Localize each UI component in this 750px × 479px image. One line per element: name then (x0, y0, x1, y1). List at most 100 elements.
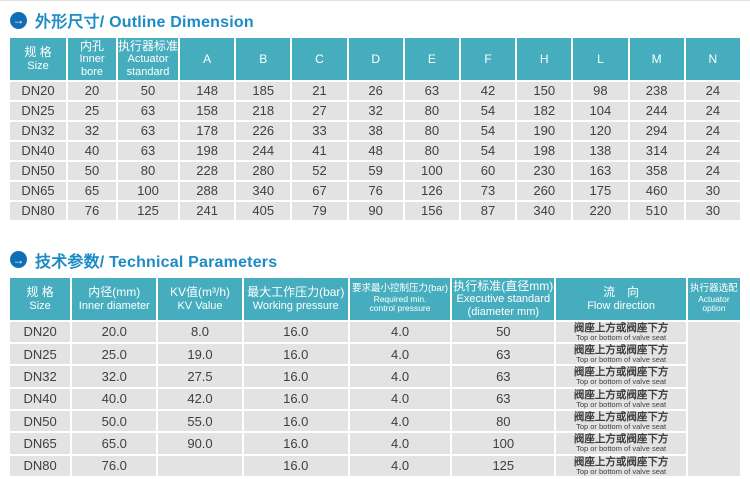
outline-table-cell: 80 (118, 161, 178, 180)
outline-table-cell: 226 (236, 121, 291, 140)
header-line-en: standard (126, 66, 170, 79)
outline-table-cell: 63 (118, 101, 178, 120)
tech-table-cell: DN50 (10, 410, 71, 432)
outline-table-cell: 230 (517, 161, 572, 180)
header-line-zh: 内径(mm) (88, 285, 141, 300)
column-header-letter: B (236, 38, 291, 80)
tech-table-cell: 4.0 (349, 455, 451, 476)
tech-table-cell: 4.0 (349, 433, 451, 454)
header-line-zh: 执行标准(直径mm) (453, 278, 554, 293)
outline-table-cell: 460 (629, 181, 684, 200)
outline-table-cell: 126 (404, 181, 459, 200)
tech-table-cell: 65.0 (72, 433, 157, 454)
column-header: 执行标准(直径mm) Executive standard (diameter mm… (452, 277, 555, 320)
column-header-letter: F (460, 38, 516, 80)
outline-table-cell: DN65 (10, 181, 66, 200)
outline-table-cell: 32 (348, 101, 403, 120)
tech-table-cell: 16.0 (243, 321, 348, 342)
outline-table-row: DN50 50 80 228 280 52 59 100 60 230 163 358 24 (10, 161, 740, 180)
header-line-en: Inner bore (79, 53, 105, 79)
flow-direction-en: Top or bottom of valve seat (576, 355, 667, 365)
outline-table-cell: 41 (292, 141, 347, 160)
outline-table-cell: 50 (68, 161, 116, 180)
outline-table-cell: 67 (292, 181, 347, 200)
tech-table-cell: 63 (452, 366, 555, 387)
tech-table-cell: 50.0 (72, 410, 157, 432)
header-line-en: (diameter mm) (467, 305, 540, 318)
tech-table-cell: 4.0 (349, 366, 451, 387)
outline-table-cell: 30 (685, 181, 740, 200)
outline-table-cell: 38 (348, 121, 403, 140)
tech-table-cell: 90.0 (158, 433, 242, 454)
outline-table-cell: 125 (118, 201, 178, 220)
outline-table-cell: 182 (517, 101, 572, 120)
header-line-zh: 要求最小控制压力(bar) (351, 282, 449, 294)
flow-direction-zh: 阀座上方或阀座下方 (573, 343, 669, 356)
outline-table-cell: 30 (685, 201, 740, 220)
outline-table-cell: 79 (292, 201, 347, 220)
header-line-en: Actuator (127, 53, 169, 66)
outline-table-cell: 148 (180, 81, 235, 100)
outline-table-cell: 87 (460, 201, 516, 220)
tech-table-cell: 63 (452, 343, 555, 365)
column-header-letter: E (404, 38, 459, 80)
outline-table-cell: 24 (685, 101, 740, 120)
outline-table-cell: 63 (404, 81, 459, 100)
outline-table-cell: 340 (517, 201, 572, 220)
outline-table-cell: 158 (180, 101, 235, 120)
tech-table-cell: DN40 (10, 388, 71, 409)
outline-table-cell: 178 (180, 121, 235, 140)
column-header: 内孔 Inner bore (68, 38, 116, 80)
outline-table-cell: 24 (685, 81, 740, 100)
tech-table-cell: 16.0 (243, 343, 348, 365)
tech-table-cell: 63 (452, 388, 555, 409)
column-header: 规 格 Size (10, 38, 66, 80)
tech-table-row: DN50 50.0 55.0 16.0 4.0 80 阀座上方或阀座下方 Top or bot… (10, 410, 740, 432)
header-line-zh: 最大工作压力(bar) (247, 285, 345, 300)
tech-table-cell (158, 455, 242, 476)
technical-parameters-table: 规 格 Size 内径(mm) Inner diameter KV值(m³/h) KV V… (8, 275, 742, 478)
outline-table-cell: 120 (573, 121, 628, 140)
flow-direction-en: Top or bottom of valve seat (576, 377, 667, 387)
tech-table-cell: 32.0 (72, 366, 157, 387)
outline-table-cell: 63 (118, 121, 178, 140)
flow-direction-en: Top or bottom of valve seat (576, 399, 667, 409)
tech-table-head: 规 格 Size 内径(mm) Inner diameter KV值(m³/h) KV V… (10, 277, 740, 320)
tech-table-row: DN20 20.0 8.0 16.0 4.0 50 阀座上方或阀座下方 Top or bott… (10, 321, 740, 476)
header-line-en: control pressure (369, 303, 431, 314)
flow-direction-cell: 阀座上方或阀座下方 Top or bottom of valve seat (556, 433, 686, 454)
outline-table-cell: 52 (292, 161, 347, 180)
flow-direction-cell: 阀座上方或阀座下方 Top or bottom of valve seat (556, 455, 686, 476)
outline-table-cell: 510 (629, 201, 684, 220)
column-header-letter: C (292, 38, 347, 80)
flow-direction-cell: 阀座上方或阀座下方 Top or bottom of valve seat (556, 343, 686, 365)
outline-table-cell: 288 (180, 181, 235, 200)
outline-table-cell: 48 (348, 141, 403, 160)
outline-table-cell: 244 (629, 101, 684, 120)
flow-direction-cell: 阀座上方或阀座下方 Top or bottom of valve seat (556, 388, 686, 409)
outline-table-row: DN80 76 125 241 405 79 90 156 87 340 220 510 30 (10, 201, 740, 220)
outline-dimension-section-title: → 外形尺寸/ Outline Dimension (10, 8, 742, 32)
tech-table-cell: DN20 (10, 321, 71, 342)
tech-table-row: DN25 25.0 19.0 16.0 4.0 63 阀座上方或阀座下方 Top or bot… (10, 343, 740, 365)
outline-table-cell: 405 (236, 201, 291, 220)
column-header-letter: M (629, 38, 684, 80)
tech-table-cell: 50 (452, 321, 555, 342)
header-line-zh: KV值(m³/h) (169, 285, 230, 300)
outline-table-cell: DN80 (10, 201, 66, 220)
column-header-letter: L (573, 38, 628, 80)
tech-table-cell: 4.0 (349, 343, 451, 365)
outline-table-cell: 73 (460, 181, 516, 200)
outline-table-cell: 50 (118, 81, 178, 100)
flow-direction-cell: 阀座上方或阀座下方 Top or bottom of valve seat (556, 321, 686, 342)
outline-table-cell: 100 (404, 161, 459, 180)
outline-table-cell: 26 (348, 81, 403, 100)
tech-table-cell: DN80 (10, 455, 71, 476)
outline-table-cell: 100 (118, 181, 178, 200)
header-line-en: Size (27, 59, 49, 72)
flow-direction-en: Top or bottom of valve seat (576, 332, 667, 342)
outline-table-cell: 241 (180, 201, 235, 220)
tech-table-cell: 16.0 (243, 410, 348, 432)
outline-table-cell: 340 (236, 181, 291, 200)
tech-table-cell: 4.0 (349, 321, 451, 342)
